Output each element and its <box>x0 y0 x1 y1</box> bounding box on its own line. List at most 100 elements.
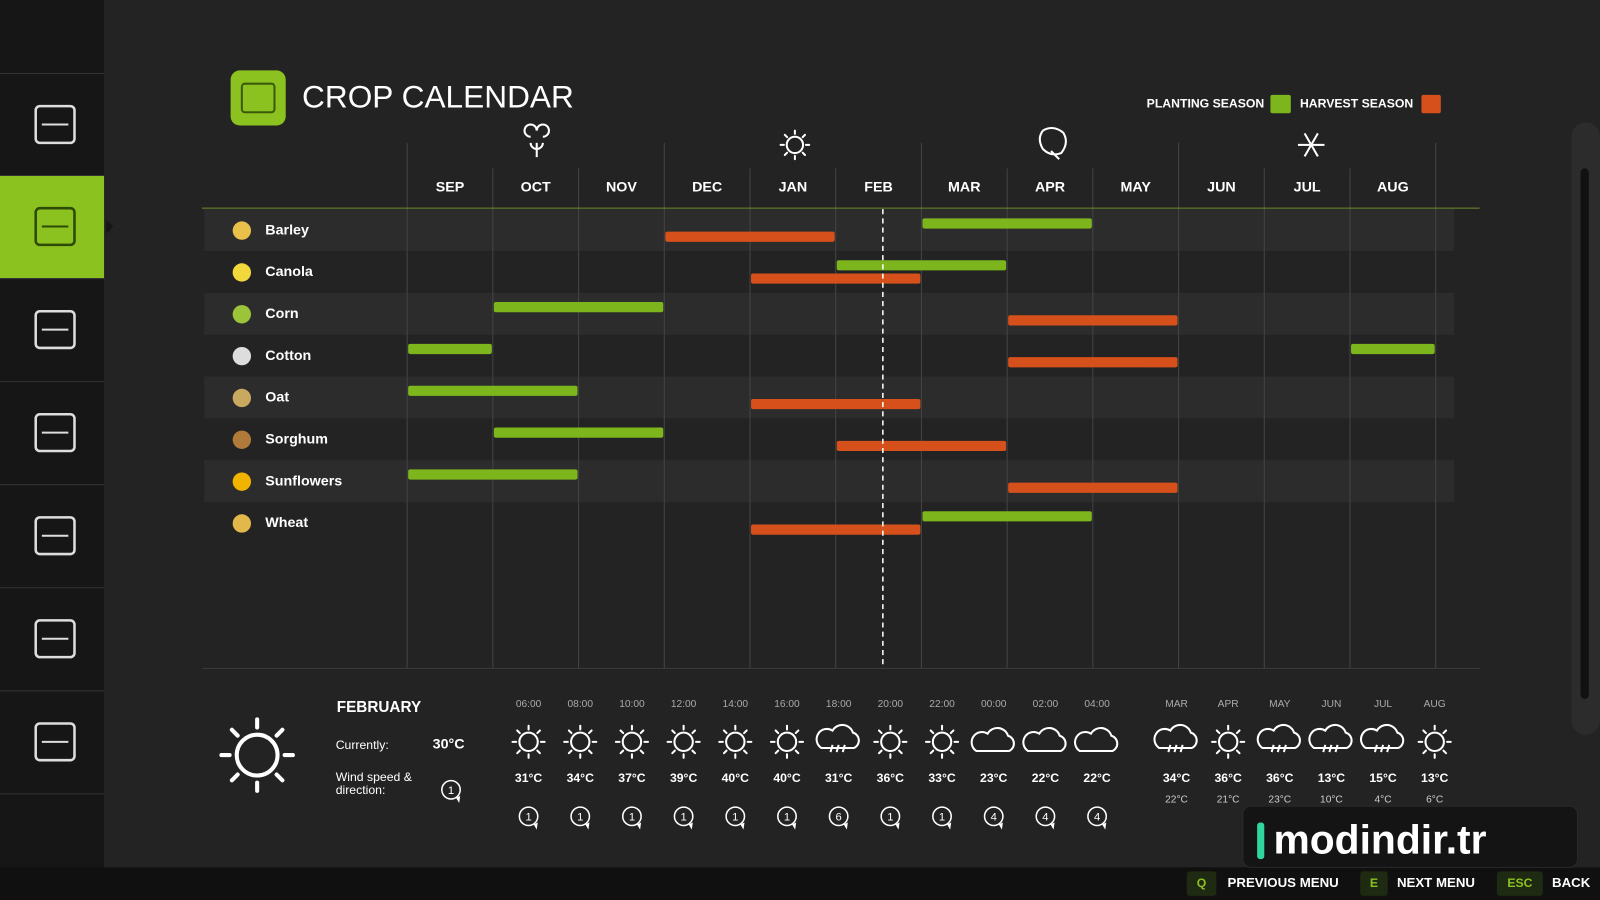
weather-drop <box>1270 744 1275 753</box>
legend-label: HARVEST SEASON <box>1300 96 1413 110</box>
sidebar-icon[interactable] <box>34 516 76 556</box>
month-low: 10°C <box>1320 795 1343 806</box>
watermark: modindir.tr <box>1273 817 1486 863</box>
planting-bar <box>836 260 1007 271</box>
wind-marker <box>518 806 539 827</box>
sidebar-icon-shape <box>34 516 76 556</box>
weather-sun-ray <box>929 749 935 755</box>
weather-sun-ray <box>722 749 728 755</box>
season-icon-spring <box>523 123 550 158</box>
sidebar-icon-shape <box>34 722 76 762</box>
watermark-box <box>1242 805 1579 868</box>
month-label: MAR <box>948 180 981 196</box>
hour-temp: 34°C <box>567 771 595 785</box>
harvest-bar <box>751 524 921 535</box>
hour-label: 02:00 <box>1033 699 1059 710</box>
crop-name: Oat <box>265 390 289 406</box>
month-low: 4°C <box>1375 795 1392 806</box>
wind-marker <box>880 806 901 827</box>
weather-drop <box>1179 744 1184 753</box>
wind-value: 1 <box>448 785 454 797</box>
season-icon-winter <box>1310 144 1319 157</box>
month-label: JUL <box>1294 180 1321 196</box>
sidebar-icon[interactable] <box>34 104 76 145</box>
season-icon-winter <box>1303 132 1313 146</box>
harvest-bar <box>1008 357 1178 368</box>
wind-value: 6 <box>836 811 842 823</box>
month-low: 23°C <box>1268 795 1291 806</box>
weather-sun-ray <box>877 749 883 755</box>
planting-bar <box>1351 343 1435 355</box>
footer-button[interactable]: Q PREVIOUS MENU <box>1186 871 1339 896</box>
wind-marker <box>725 806 746 827</box>
sidebar-icon[interactable] <box>34 206 76 247</box>
scroll-thumb[interactable] <box>1580 168 1589 699</box>
key-label: ESC <box>1507 876 1532 890</box>
wind-marker <box>895 822 900 830</box>
current-weather-icon-ray <box>274 727 285 738</box>
wind-marker <box>998 822 1003 830</box>
weather-sun-ray <box>516 749 521 755</box>
season-icon-winter <box>1303 144 1313 157</box>
weather-sun-ray <box>774 749 780 755</box>
hour-label: 06:00 <box>516 699 542 710</box>
season-icon-winter <box>1310 132 1319 146</box>
weather-sun-ray <box>1442 729 1448 735</box>
current-weather-icon-ray <box>229 727 240 738</box>
wind-marker <box>777 806 797 827</box>
month-forecast-label: MAY <box>1269 699 1291 710</box>
hour-label: 08:00 <box>568 699 594 710</box>
crop-icon <box>232 388 252 408</box>
planting-bar <box>408 469 578 480</box>
sidebar-icon[interactable] <box>34 722 76 762</box>
wind-marker <box>740 822 745 830</box>
weather-sun-ray <box>1215 729 1221 735</box>
month-low: 22°C <box>1165 795 1188 806</box>
season-icon-summer-ray <box>783 151 789 157</box>
month-forecast-label: JUN <box>1322 699 1342 710</box>
hour-label: 22:00 <box>929 699 955 710</box>
weather-sun-ray <box>1235 729 1241 735</box>
weather-sun-ray <box>722 729 728 735</box>
wind-value: 1 <box>577 811 583 823</box>
crop-name: Canola <box>265 264 314 280</box>
wind-marker <box>947 822 952 830</box>
crop-icon <box>232 430 252 449</box>
harvest-bar <box>1008 315 1178 326</box>
weather-storm <box>1308 723 1353 749</box>
weather-drop <box>1276 744 1281 753</box>
month-label: FEB <box>864 180 893 196</box>
weather-sun-ray <box>691 729 697 735</box>
wind-marker <box>983 806 1004 827</box>
weather-drop <box>1173 744 1178 753</box>
weather-sun-ray <box>588 749 593 755</box>
sidebar-icon[interactable] <box>34 413 76 453</box>
month-high: 36°C <box>1266 771 1294 785</box>
footer-button[interactable]: ESC BACK <box>1496 871 1591 896</box>
crop-name: Corn <box>265 306 298 322</box>
month-label: JUN <box>1207 180 1236 196</box>
weather-sun <box>880 731 901 753</box>
footer-button[interactable]: E NEXT MENU <box>1360 871 1475 896</box>
harvest-bar <box>665 231 835 242</box>
weather-sun-ray <box>536 749 541 755</box>
sidebar-icon[interactable] <box>34 309 76 350</box>
hour-temp: 22°C <box>1032 771 1060 785</box>
month-label: JAN <box>779 180 808 196</box>
harvest-bar <box>751 398 921 410</box>
key-box <box>1186 871 1217 896</box>
weather-sun-ray <box>949 729 955 735</box>
wind-value: 4 <box>1042 811 1048 823</box>
weather-cloud <box>1022 727 1067 753</box>
hour-label: 10:00 <box>619 699 645 710</box>
weather-sun-ray <box>774 729 780 735</box>
weather-drop <box>1380 744 1385 753</box>
wind-label: direction: <box>336 783 386 797</box>
month-high: 15°C <box>1369 771 1397 785</box>
title: CROP CALENDAR <box>302 78 574 114</box>
sidebar-icon[interactable] <box>34 619 76 659</box>
wind-value: 1 <box>680 811 686 823</box>
hour-temp: 40°C <box>773 771 801 785</box>
footer-bar <box>0 867 1600 900</box>
